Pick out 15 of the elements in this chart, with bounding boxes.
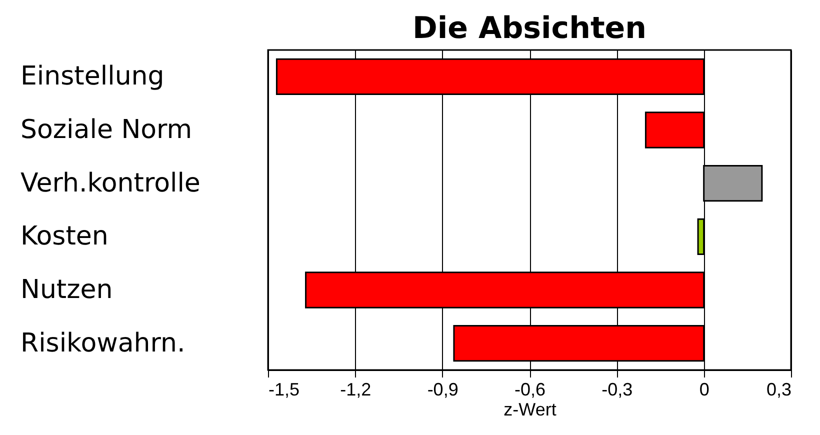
y-tick-label: Verh.kontrolle	[20, 168, 200, 198]
x-tick-label: 0	[699, 380, 710, 400]
y-tick-label: Risikowahrn.	[20, 328, 186, 358]
x-tick-label: -0,9	[427, 380, 458, 400]
x-tick-label: 0,3	[766, 380, 792, 400]
x-tick-label: -0,3	[602, 380, 633, 400]
x-tick-label: -1,2	[340, 380, 372, 400]
x-axis-title: z-Wert	[504, 400, 556, 420]
x-tick-label: -1,5	[268, 380, 300, 400]
y-tick-label: Einstellung	[20, 62, 164, 92]
chart-title: Die Absichten	[412, 11, 646, 46]
y-tick-label: Nutzen	[20, 275, 113, 305]
x-tick-label: -0,6	[514, 380, 546, 400]
y-tick-label: Soziale Norm	[20, 115, 192, 145]
y-tick-label: Kosten	[20, 222, 108, 252]
